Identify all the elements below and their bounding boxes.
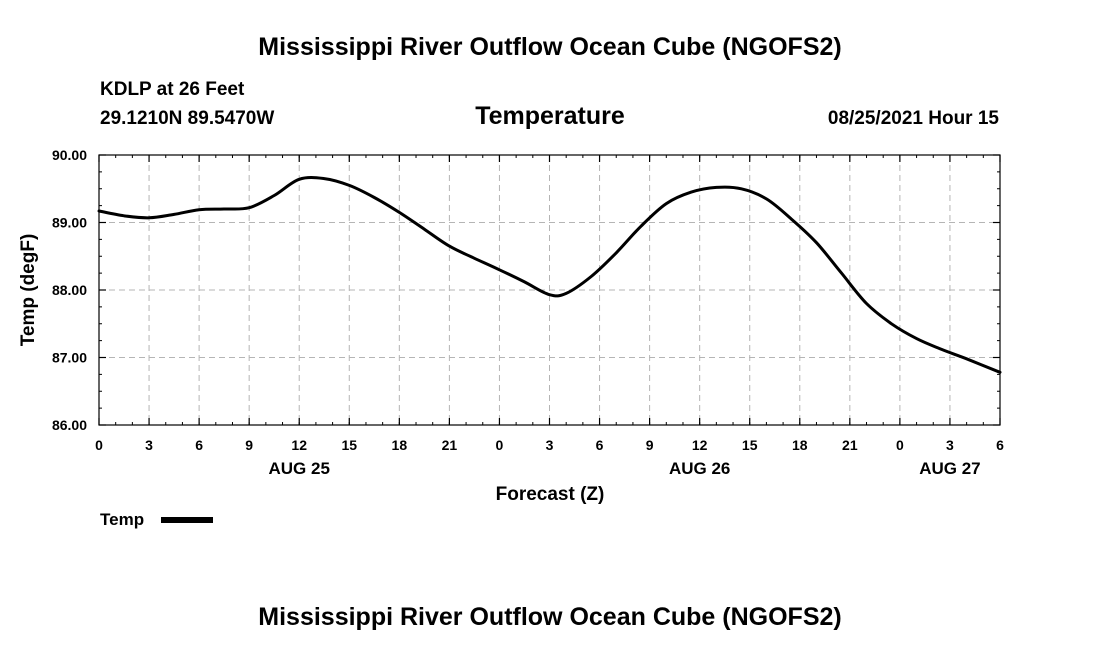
temp-data-point	[965, 358, 967, 360]
temp-data-point	[815, 242, 817, 244]
x-tick-label: 15	[341, 437, 357, 453]
y-tick-labels: 86.00 87.00 88.00 89.00 90.00	[52, 147, 87, 433]
temp-data-point	[173, 213, 175, 215]
x-tick-label: 21	[442, 437, 458, 453]
temp-data-point	[715, 186, 717, 188]
x-tick-label: 9	[245, 437, 253, 453]
x-tick-label: 3	[946, 437, 954, 453]
x-tick-label: 18	[392, 437, 408, 453]
figure-title-top: Mississippi River Outflow Ocean Cube (NG…	[258, 33, 841, 61]
temp-data-point	[373, 196, 375, 198]
axis-ticks	[98, 154, 1001, 426]
x-tick-label: 6	[195, 437, 203, 453]
y-tick-label: 89.00	[52, 215, 87, 231]
date-label: AUG 25	[269, 459, 330, 478]
temp-data-point	[398, 211, 400, 213]
temp-data-point	[615, 252, 617, 254]
temp-data-point	[565, 292, 567, 294]
temp-data-point	[98, 210, 100, 212]
temp-data-point	[323, 177, 325, 179]
temp-data-point	[423, 228, 425, 230]
temp-data-point	[123, 215, 125, 217]
temp-data-point	[273, 194, 275, 196]
y-tick-label: 88.00	[52, 282, 87, 298]
x-tick-label: 21	[842, 437, 858, 453]
temp-data-point	[473, 257, 475, 259]
station-coords: 29.1210N 89.5470W	[100, 108, 274, 129]
temp-data-point	[198, 208, 200, 210]
y-tick-label: 90.00	[52, 147, 87, 163]
temp-data-point	[690, 191, 692, 193]
temp-data-point	[999, 371, 1001, 373]
x-tick-label: 12	[692, 437, 708, 453]
temp-data-point	[915, 337, 917, 339]
temp-data-point	[840, 272, 842, 274]
date-label: AUG 27	[919, 459, 980, 478]
temp-data-point	[890, 323, 892, 325]
x-tick-label: 6	[996, 437, 1004, 453]
x-tick-labels: 0 3 6 9 12 15 18 21 0 3 6 9 12 15 18 21 0 3 6	[95, 437, 1004, 453]
temp-data-point	[448, 245, 450, 247]
x-tick-label: 12	[291, 437, 307, 453]
temp-data-point	[790, 218, 792, 220]
temp-data-point	[348, 184, 350, 186]
x-tick-label: 9	[646, 437, 654, 453]
x-tick-label: 15	[742, 437, 758, 453]
y-tick-label: 87.00	[52, 350, 87, 366]
temp-data-point	[590, 275, 592, 277]
series-layer	[97, 176, 1002, 374]
temp-data-point	[223, 208, 225, 210]
x-tick-label: 0	[95, 437, 103, 453]
legend: Temp	[100, 510, 213, 529]
temp-data-point	[640, 225, 642, 227]
temp-data-point	[298, 178, 300, 180]
temp-data-point	[665, 202, 667, 204]
forecast-datetime: 08/25/2021 Hour 15	[828, 108, 1000, 129]
y-axis-title: Temp (degF)	[18, 234, 39, 347]
temp-data-point	[498, 269, 500, 271]
x-tick-label: 3	[145, 437, 153, 453]
station-label: KDLP at 26 Feet	[100, 79, 245, 100]
x-axis-title: Forecast (Z)	[496, 484, 605, 505]
x-tick-label: 0	[496, 437, 504, 453]
legend-label: Temp	[100, 510, 144, 529]
temp-data-point	[248, 206, 250, 208]
temp-data-point	[523, 281, 525, 283]
grid-lines	[99, 155, 1000, 425]
x-tick-label: 6	[596, 437, 604, 453]
y-tick-label: 86.00	[52, 417, 87, 433]
temp-series-line	[97, 176, 1002, 374]
x-tick-label: 3	[546, 437, 554, 453]
temp-data-point	[548, 294, 550, 296]
date-label: AUG 26	[669, 459, 730, 478]
chart-title: Temperature	[475, 102, 625, 130]
temp-data-point	[740, 188, 742, 190]
date-labels: AUG 25 AUG 26 AUG 27	[269, 459, 981, 478]
x-tick-label: 0	[896, 437, 904, 453]
temp-data-point	[148, 217, 150, 219]
figure-title-bottom: Mississippi River Outflow Ocean Cube (NG…	[258, 603, 841, 631]
x-tick-label: 18	[792, 437, 808, 453]
temp-data-point	[940, 348, 942, 350]
temp-data-point	[765, 198, 767, 200]
temp-data-point	[865, 302, 867, 304]
